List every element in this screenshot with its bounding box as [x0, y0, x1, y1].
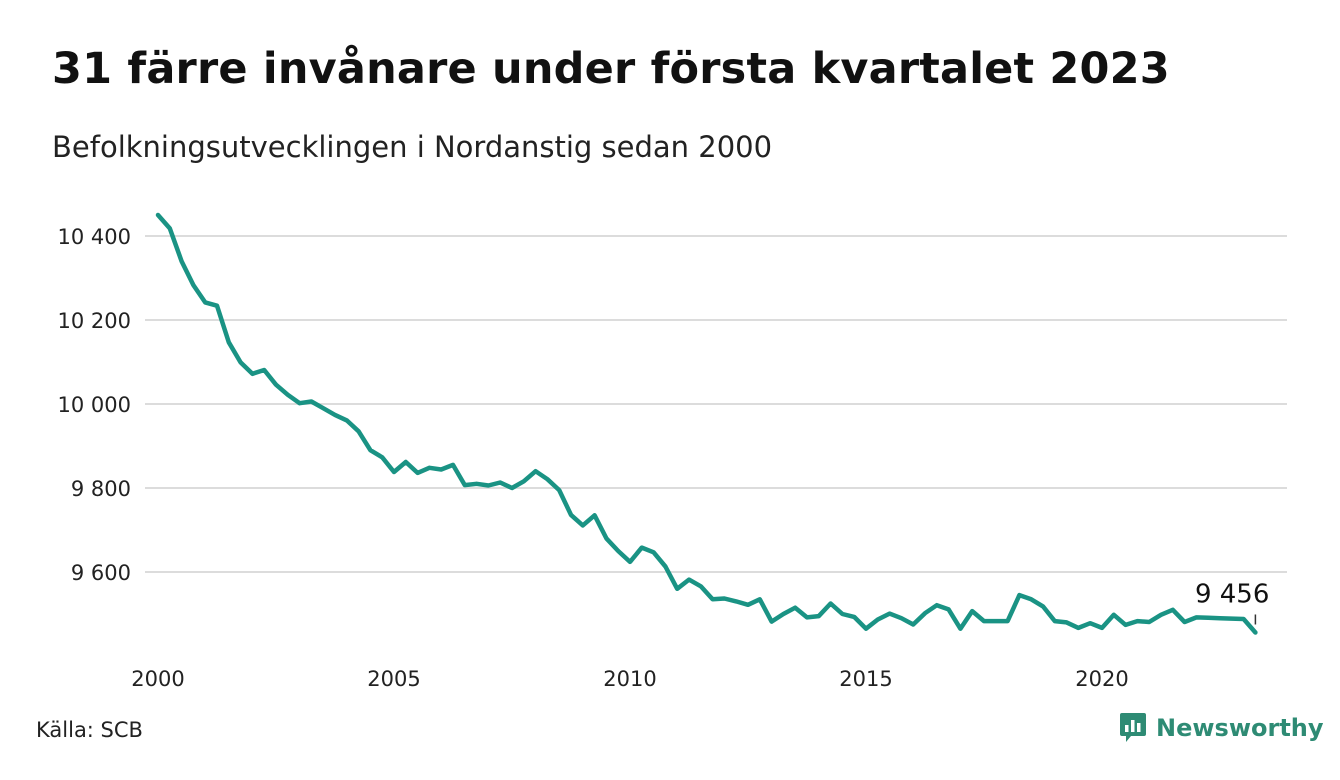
- series-layer: [155, 212, 1258, 635]
- y-tick-label: 9 800: [71, 477, 131, 501]
- x-tick-label: 2020: [1075, 667, 1128, 691]
- y-tick-label: 10 200: [58, 309, 131, 333]
- x-tick-label: 2015: [839, 667, 892, 691]
- y-tick-label: 10 400: [58, 225, 131, 249]
- y-tick-label: 10 000: [58, 393, 131, 417]
- source-note: Källa: SCB: [36, 718, 143, 742]
- grid-lines: [145, 235, 1287, 573]
- newsworthy-logo-icon: [1120, 713, 1146, 742]
- chart-subtitle: Befolkningsutvecklingen i Nordanstig sed…: [52, 130, 773, 164]
- end-label-layer: 9 456: [1195, 579, 1269, 625]
- line-chart: 9 600 9 800 10 000 10 200 10 400 2000 2005 201…: [58, 212, 1287, 691]
- brand-name: Newsworthy: [1156, 714, 1324, 742]
- y-tick-label: 9 600: [71, 561, 131, 585]
- series-line: [155, 212, 1258, 635]
- chart-title: 31 färre invånare under första kvartalet…: [52, 44, 1170, 94]
- x-tick-label: 2000: [131, 667, 184, 691]
- x-axis-ticks: 2000 2005 2010 2015 2020: [131, 667, 1128, 691]
- end-value-label: 9 456: [1195, 579, 1269, 609]
- brand-logo[interactable]: Newsworthy: [1118, 712, 1324, 744]
- y-axis-ticks: 9 600 9 800 10 000 10 200 10 400: [58, 225, 131, 585]
- x-tick-label: 2010: [603, 667, 656, 691]
- x-tick-label: 2005: [367, 667, 420, 691]
